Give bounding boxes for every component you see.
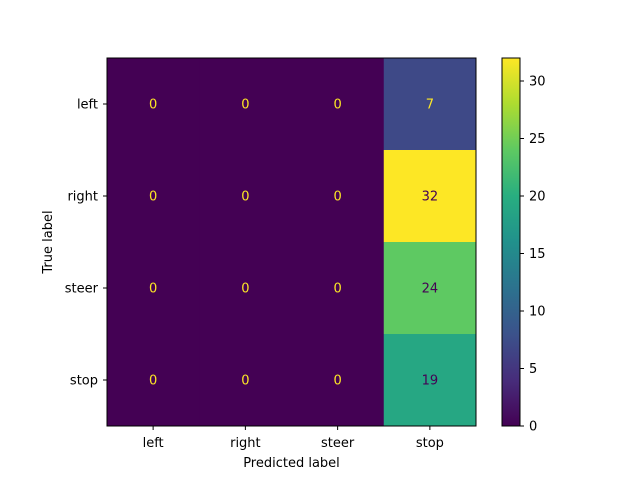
cell-value-label: 24 [422, 282, 439, 297]
matrix-cell [291, 58, 385, 151]
colorbar-tick-label: 30 [529, 75, 546, 90]
cell-value-label: 0 [149, 190, 157, 205]
cell-value-label: 0 [241, 98, 249, 113]
cell-value-label: 0 [149, 374, 157, 389]
colorbar-tick-label: 0 [529, 420, 537, 435]
cell-value-label: 0 [149, 98, 157, 113]
colorbar-tick-label: 20 [529, 190, 546, 205]
y-tick-label: steer [65, 282, 99, 297]
x-tick-label: stop [416, 436, 444, 451]
matrix-cell [383, 242, 477, 335]
y-tick-label: stop [70, 374, 98, 389]
plot-frame [106, 57, 477, 427]
y-tick-label: right [67, 190, 98, 205]
x-axis-ticks: left right steer stop [143, 426, 444, 451]
colorbar-tick-label: 10 [529, 305, 546, 320]
cell-value-label: 7 [426, 98, 434, 113]
matrix-cell [107, 334, 200, 427]
x-tick-label: steer [321, 436, 355, 451]
colorbar [501, 57, 521, 427]
matrix-cell [107, 242, 200, 335]
matrix-cell [291, 334, 385, 427]
x-tick-label: right [230, 436, 261, 451]
y-axis-ticks: left right steer stop [65, 98, 107, 389]
matrix-cell [199, 58, 292, 151]
x-tick-label: left [143, 436, 164, 451]
matrix-cell [199, 334, 292, 427]
colorbar-tick-label: 5 [529, 362, 537, 377]
cell-value-label: 32 [422, 190, 439, 205]
matrix-cells [107, 58, 477, 427]
matrix-cell [383, 58, 477, 151]
x-axis-title: Predicted label [243, 456, 340, 471]
matrix-cell [107, 58, 200, 151]
cell-value-label: 0 [333, 98, 341, 113]
matrix-cell [383, 334, 477, 427]
cell-value-label: 19 [422, 374, 439, 389]
y-tick-label: left [77, 98, 98, 113]
y-axis-title: True label [41, 210, 56, 274]
colorbar-tick-label: 25 [529, 132, 546, 147]
cell-value-label: 0 [241, 282, 249, 297]
cell-value-label: 0 [333, 374, 341, 389]
colorbar-tick-label: 15 [529, 247, 546, 262]
cell-value-label: 0 [333, 190, 341, 205]
cell-value-labels: 0 0 0 7 0 0 0 32 0 0 0 24 0 0 0 19 [149, 98, 438, 389]
matrix-cell [383, 150, 477, 243]
matrix-cell [107, 150, 200, 243]
matrix-cell [291, 242, 385, 335]
cell-value-label: 0 [149, 282, 157, 297]
matrix-cell [199, 242, 292, 335]
cell-value-label: 0 [241, 374, 249, 389]
cell-value-label: 0 [333, 282, 341, 297]
cell-value-label: 0 [241, 190, 249, 205]
matrix-cell [199, 150, 292, 243]
colorbar-ticks: 0 5 10 15 20 25 30 [520, 75, 546, 435]
matrix-cell [291, 150, 385, 243]
